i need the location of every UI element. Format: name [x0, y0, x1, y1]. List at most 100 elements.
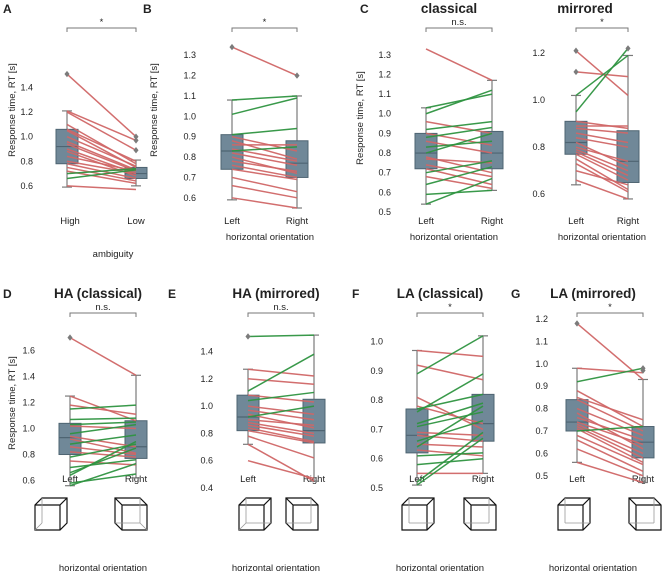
participant-line — [231, 152, 298, 166]
y-tick-label: 0.5 — [535, 471, 548, 481]
participant-line — [231, 176, 298, 193]
outlier-marker — [133, 147, 139, 154]
participant-line — [425, 164, 493, 178]
participant-line — [416, 373, 484, 413]
outlier-marker — [67, 334, 73, 341]
outlier-marker — [133, 133, 139, 140]
y-tick-label: 1.0 — [22, 424, 35, 434]
y-tick-label: 0.4 — [200, 483, 213, 493]
participant-line — [247, 413, 315, 429]
participant-line — [416, 419, 484, 442]
participant-line — [247, 429, 315, 444]
participant-line — [66, 123, 137, 165]
participant-line — [416, 405, 484, 425]
participant-line — [425, 140, 493, 148]
panel-c2: 0.6 0.8 1.0 1.2 Left Right * — [532, 17, 640, 227]
participant-line — [231, 127, 298, 136]
y-tick-label: 1.2 — [200, 374, 213, 384]
participant-line — [425, 120, 493, 135]
participant-line — [231, 160, 298, 173]
x-tick-label: Left — [224, 216, 240, 227]
participant-line — [247, 394, 315, 403]
participant-line — [425, 132, 493, 154]
panel-label-b: B — [143, 2, 152, 16]
y-tick-label: 1.1 — [378, 89, 391, 99]
participant-line — [576, 396, 644, 421]
y-axis-label-a: Response time, RT [s] — [7, 63, 18, 157]
participant-line — [69, 434, 137, 445]
y-tick-label: 1.2 — [378, 69, 391, 79]
participant-line — [231, 95, 298, 101]
outlier-marker — [640, 367, 646, 374]
y-tick-label: 1.2 — [20, 107, 33, 117]
significance-bracket — [231, 27, 298, 32]
participant-line — [416, 364, 484, 381]
significance-bracket — [576, 312, 644, 317]
y-tick-label: 0.8 — [22, 450, 35, 460]
participant-line — [69, 447, 137, 474]
participant-line — [575, 54, 629, 97]
participant-line — [575, 120, 629, 130]
x-tick-label: Low — [127, 216, 145, 227]
necker-cube-left-icon — [557, 497, 591, 531]
y-tick-label: 1.0 — [183, 111, 196, 121]
participant-line — [247, 435, 315, 459]
y-tick-label: 1.0 — [378, 109, 391, 119]
y-tick-label: 0.8 — [20, 156, 33, 166]
x-axis-title-f: horizontal orientation — [396, 563, 484, 572]
participant-line — [425, 48, 493, 82]
y-tick-label: 0.6 — [200, 456, 213, 466]
necker-cube-right-icon — [463, 497, 497, 531]
participant-line — [416, 335, 484, 375]
participant-line — [247, 334, 315, 338]
y-tick-label: 1.0 — [535, 359, 548, 369]
participant-line — [575, 47, 629, 113]
participant-line — [66, 167, 137, 175]
participant-line — [69, 404, 137, 410]
participant-line — [247, 405, 315, 416]
participant-line — [425, 93, 493, 109]
participant-line — [66, 140, 137, 171]
y-tick-label: 1.2 — [22, 398, 35, 408]
x-tick-label: Left — [418, 216, 434, 227]
x-axis-title-c-mirrored: horizontal orientation — [558, 232, 646, 243]
y-tick-label: 0.8 — [532, 142, 545, 152]
y-axis-label-c: Response time, RT [s] — [355, 71, 366, 165]
panel-title-la-mirrored: LA (mirrored) — [550, 286, 636, 301]
participant-line — [575, 132, 629, 144]
participant-line — [576, 367, 644, 374]
participant-line — [69, 425, 137, 430]
participant-line — [425, 175, 493, 190]
participant-line — [231, 97, 298, 116]
significance-bracket — [416, 312, 484, 317]
y-tick-label: 0.8 — [200, 428, 213, 438]
outlier-marker — [573, 68, 579, 76]
y-tick-label: 0.6 — [20, 181, 33, 191]
y-tick-label: 1.3 — [183, 50, 196, 60]
participant-line — [231, 164, 298, 179]
x-tick-label: Right — [472, 474, 495, 485]
participant-line — [69, 438, 137, 454]
participant-line — [66, 110, 137, 142]
outlier-marker — [229, 43, 235, 51]
participant-line — [416, 402, 484, 425]
participant-line — [69, 462, 137, 487]
participant-line — [425, 189, 493, 196]
participant-line — [231, 46, 298, 77]
y-tick-label: 0.5 — [378, 207, 391, 217]
participant-line — [576, 407, 644, 437]
significance-label: * — [263, 17, 267, 28]
cube-stimuli — [34, 497, 662, 531]
significance-bracket — [69, 312, 137, 317]
participant-line — [69, 443, 137, 458]
y-tick-label: 0.7 — [378, 168, 391, 178]
box-iqr — [220, 134, 244, 170]
participant-line — [247, 421, 315, 435]
participant-line — [66, 143, 137, 172]
y-tick-label: 1.2 — [532, 48, 545, 58]
panel-label-d: D — [3, 287, 12, 301]
participant-line — [247, 405, 315, 418]
y-tick-label: 0.9 — [183, 132, 196, 142]
